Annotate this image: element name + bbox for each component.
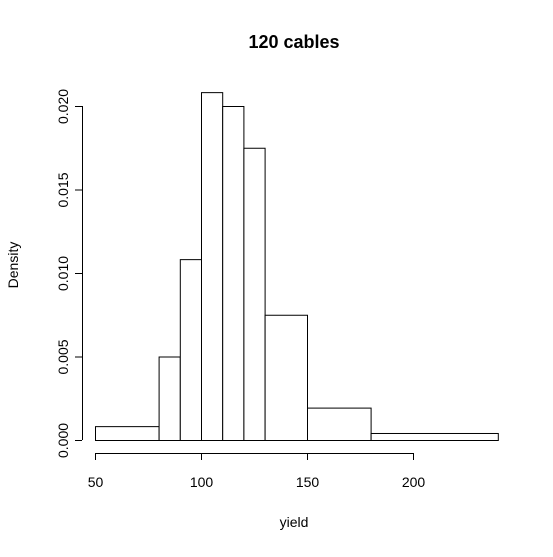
x-tick-label: 100: [190, 474, 214, 490]
histogram-bar: [307, 407, 372, 441]
x-tick-label: 50: [88, 474, 104, 490]
x-tick-label: 150: [296, 474, 320, 490]
histogram-bar: [222, 106, 245, 441]
y-tick-label: 0.010: [55, 256, 71, 291]
y-axis: 0.000 0.005 0.010 0.015 0.020: [55, 89, 83, 458]
chart-title: 120 cables: [248, 32, 339, 52]
x-tick-label: 200: [402, 474, 426, 490]
histogram-bar: [243, 147, 266, 441]
y-tick-label: 0.015: [55, 172, 71, 207]
histogram-bars: [95, 92, 499, 442]
x-axis: 50 100 150 200: [88, 453, 426, 490]
x-axis-label: yield: [280, 514, 309, 530]
histogram-bar: [201, 92, 224, 441]
y-tick-label: 0.000: [55, 423, 71, 458]
histogram-bar: [95, 426, 160, 442]
y-axis-label: Density: [5, 242, 21, 289]
histogram-bar: [179, 259, 203, 441]
y-tick-label: 0.020: [55, 89, 71, 124]
y-tick-label: 0.005: [55, 339, 71, 374]
histogram-bar: [370, 432, 499, 441]
histogram-bar: [264, 314, 309, 441]
histogram-bar: [158, 356, 181, 441]
